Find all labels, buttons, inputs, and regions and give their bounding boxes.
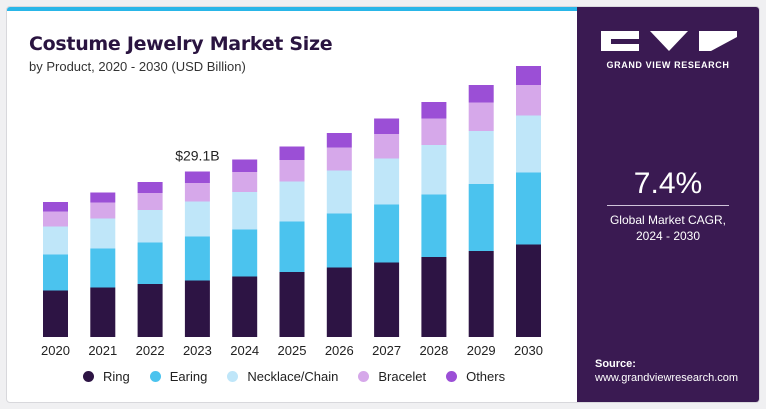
legend-item-necklace: Necklace/Chain — [227, 369, 338, 384]
x-tick-label: 2020 — [41, 343, 70, 358]
bar-ring-2022 — [137, 284, 163, 337]
bar-others-2023 — [184, 171, 210, 183]
legend-item-earing: Earing — [149, 369, 208, 384]
bar-bracelet-2025 — [279, 160, 305, 182]
bar-necklace-chain-2025 — [279, 181, 305, 222]
bar-earing-2029 — [468, 184, 494, 251]
bar-earing-2024 — [232, 229, 258, 277]
bar-earing-2030 — [516, 172, 541, 245]
bar-others-2028 — [421, 102, 447, 119]
bar-necklace-chain-2028 — [421, 145, 447, 195]
bar-bracelet-2026 — [326, 147, 352, 171]
bar-necklace-chain-2024 — [232, 192, 258, 230]
bar-earing-2027 — [374, 204, 400, 263]
bar-necklace-chain-2026 — [326, 170, 352, 214]
legend-label-others: Others — [466, 369, 506, 384]
bar-earing-2023 — [184, 236, 210, 281]
cagr-label: Global Market CAGR, 2024 - 2030 — [577, 212, 759, 244]
bar-bracelet-2021 — [90, 202, 116, 219]
bar-others-2029 — [468, 85, 494, 103]
x-tick-label: 2030 — [514, 343, 543, 358]
x-tick-label: 2021 — [88, 343, 117, 358]
bar-others-2025 — [279, 146, 305, 160]
legend-label-ring: Ring — [103, 369, 130, 384]
bar-bracelet-2020 — [43, 211, 68, 227]
bar-necklace-chain-2027 — [374, 158, 400, 205]
bar-necklace-chain-2022 — [137, 210, 163, 243]
x-tick-label: 2023 — [183, 343, 212, 358]
bar-ring-2023 — [184, 280, 210, 337]
bar-earing-2025 — [279, 221, 305, 272]
x-tick-label: 2024 — [230, 343, 259, 358]
bar-earing-2021 — [90, 248, 116, 288]
bar-earing-2022 — [137, 242, 163, 284]
bar-earing-2020 — [43, 254, 68, 291]
side-panel: GRAND VIEW RESEARCH 7.4% Global Market C… — [577, 7, 759, 402]
bar-others-2022 — [137, 182, 163, 193]
data-label-annotation: $29.1B — [175, 148, 219, 164]
bar-necklace-chain-2020 — [43, 226, 68, 255]
bar-others-2020 — [43, 202, 68, 212]
bar-chart: 2020 2021 2022 2023 $29.1B 2024 2025 2026 2027 20… — [41, 66, 543, 358]
legend-swatch-bracelet — [358, 371, 370, 382]
x-tick-label: 2028 — [419, 343, 448, 358]
cagr-divider — [607, 205, 729, 206]
bar-ring-2029 — [468, 251, 494, 337]
bar-bracelet-2030 — [516, 85, 541, 116]
legend-swatch-earing — [149, 371, 161, 382]
x-tick-label: 2022 — [136, 343, 165, 358]
legend-item-others: Others — [446, 369, 505, 384]
brand-name: GRAND VIEW RESEARCH — [606, 60, 730, 70]
bar-ring-2024 — [232, 276, 258, 337]
bar-necklace-chain-2021 — [90, 218, 116, 249]
legend-label-bracelet: Bracelet — [378, 369, 427, 384]
bar-ring-2028 — [421, 257, 447, 337]
chart-card: Costume Jewelry Market Size by Product, … — [6, 6, 760, 403]
legend: Ring Earing Necklace/Chain Bracelet Othe… — [83, 369, 505, 384]
cagr-value: 7.4% — [633, 167, 703, 200]
bar-ring-2026 — [326, 267, 352, 337]
cagr-label-line2: 2024 - 2030 — [635, 229, 701, 243]
bar-ring-2030 — [516, 244, 541, 337]
x-tick-label: 2025 — [278, 343, 307, 358]
bar-necklace-chain-2029 — [468, 131, 494, 184]
bar-bracelet-2029 — [468, 102, 494, 131]
bar-earing-2028 — [421, 194, 447, 257]
bar-ring-2021 — [90, 287, 116, 337]
bar-ring-2025 — [279, 272, 305, 337]
legend-label-necklace: Necklace/Chain — [247, 369, 339, 384]
legend-label-earing: Earing — [169, 369, 208, 384]
x-tick-label: 2027 — [372, 343, 401, 358]
legend-item-ring: Ring — [83, 369, 130, 384]
chart-subtitle: by Product, 2020 - 2030 (USD Billion) — [29, 59, 246, 74]
grand-view-research-logo — [601, 31, 737, 51]
legend-swatch-others — [446, 371, 458, 382]
accent-bar — [7, 7, 577, 11]
cagr-label-line1: Global Market CAGR, — [609, 213, 727, 227]
x-tick-label: 2026 — [325, 343, 354, 358]
bar-ring-2027 — [374, 262, 400, 337]
bar-others-2021 — [90, 192, 116, 203]
bar-others-2026 — [326, 133, 352, 148]
bar-necklace-chain-2030 — [516, 115, 541, 173]
bar-bracelet-2027 — [374, 134, 400, 159]
bar-necklace-chain-2023 — [184, 201, 210, 237]
x-tick-label: 2029 — [467, 343, 496, 358]
bar-bracelet-2023 — [184, 183, 210, 202]
bar-others-2027 — [374, 118, 400, 134]
bar-bracelet-2028 — [421, 118, 447, 145]
bar-bracelet-2024 — [232, 172, 258, 192]
bar-others-2030 — [516, 66, 541, 85]
bar-others-2024 — [232, 159, 258, 172]
bar-bracelet-2022 — [137, 193, 163, 210]
source-url[interactable]: www.grandviewresearch.com — [595, 372, 739, 384]
chart-title: Costume Jewelry Market Size — [29, 33, 333, 55]
bar-ring-2020 — [43, 290, 68, 337]
source-label: Source: — [595, 358, 636, 370]
legend-swatch-ring — [83, 371, 94, 382]
legend-swatch-necklace — [227, 371, 239, 382]
bar-earing-2026 — [326, 213, 352, 268]
legend-item-bracelet: Bracelet — [358, 369, 426, 384]
